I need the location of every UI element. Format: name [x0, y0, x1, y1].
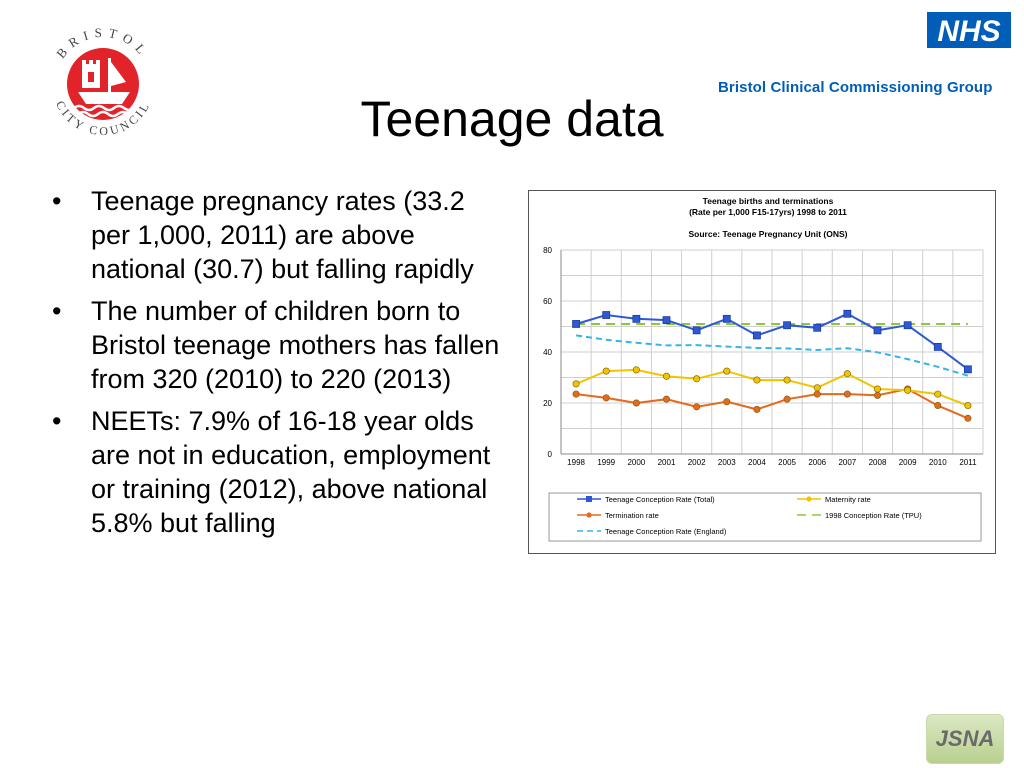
- data-point-marker: [572, 390, 580, 398]
- data-point-marker: [753, 376, 761, 384]
- bullet-glyph: •: [52, 406, 62, 436]
- series-line: [575, 368, 969, 407]
- x-tick-label: 2003: [718, 458, 736, 467]
- legend-label: Termination rate: [605, 511, 659, 520]
- bullet-text: Teenage pregnancy rates (33.2 per 1,000,…: [91, 186, 474, 284]
- data-point-marker: [602, 311, 611, 319]
- bullet-item: • NEETs: 7.9% of 16-18 year olds are not…: [50, 404, 510, 540]
- legend-label: Maternity rate: [825, 495, 871, 504]
- jsna-logo: JSNA: [926, 714, 1004, 764]
- x-tick-label: 2008: [869, 458, 887, 467]
- data-point-marker: [663, 372, 671, 380]
- legend-marker: [586, 496, 592, 502]
- bullet-list: • Teenage pregnancy rates (33.2 per 1,00…: [50, 184, 510, 548]
- legend-marker: [586, 512, 592, 518]
- data-point-marker: [964, 365, 972, 374]
- data-point-marker: [693, 375, 701, 383]
- data-point-marker: [723, 367, 731, 375]
- data-point-marker: [632, 399, 640, 407]
- data-point-marker: [753, 331, 761, 340]
- bullet-item: • The number of children born to Bristol…: [50, 294, 510, 396]
- legend-label: Teenage Conception Rate (England): [605, 527, 727, 536]
- data-point-marker: [934, 390, 942, 398]
- x-tick-label: 2010: [929, 458, 947, 467]
- y-tick-label: 0: [548, 450, 553, 459]
- data-point-marker: [933, 342, 942, 351]
- data-point-marker: [663, 395, 671, 403]
- bullet-text: NEETs: 7.9% of 16-18 year olds are not i…: [91, 406, 491, 538]
- data-point-marker: [572, 380, 580, 388]
- data-point-marker: [843, 370, 851, 378]
- x-tick-label: 2006: [808, 458, 826, 467]
- bullet-glyph: •: [52, 186, 62, 216]
- chart-axes: 0 20 40 60 80 1998 1999 2000 2001 2002 2003 2004 200…: [543, 246, 983, 467]
- data-point-marker: [783, 321, 791, 330]
- data-point-marker: [964, 402, 972, 410]
- data-point-marker: [692, 326, 701, 335]
- x-tick-label: 2002: [688, 458, 706, 467]
- chart-legend: Teenage Conception Rate (Total) Maternity…: [548, 492, 982, 542]
- chart-source: Source: Teenage Pregnancy Unit (ONS): [688, 229, 847, 239]
- chart-gridlines: [560, 249, 984, 455]
- x-tick-label: 1998: [567, 458, 585, 467]
- y-tick-label: 40: [543, 348, 552, 357]
- data-point-marker: [843, 390, 851, 398]
- data-point-marker: [662, 316, 671, 325]
- data-point-marker: [723, 398, 731, 406]
- nhs-logo: NHS: [927, 12, 1011, 48]
- series-line: [575, 312, 969, 371]
- bristol-city-council-logo: BRISTOL CITY COUNCIL: [53, 25, 150, 138]
- chart-title: Teenage births and terminations: [703, 196, 834, 206]
- data-point-marker: [934, 402, 942, 410]
- data-point-marker: [753, 405, 761, 413]
- legend-label: Teenage Conception Rate (Total): [605, 495, 715, 504]
- x-tick-label: 2000: [627, 458, 645, 467]
- x-tick-label: 2009: [899, 458, 917, 467]
- data-point-marker: [843, 309, 852, 318]
- data-point-marker: [693, 403, 701, 411]
- legend-marker: [806, 496, 812, 502]
- chart-series: [572, 309, 972, 422]
- data-point-marker: [813, 323, 822, 332]
- x-tick-label: 2005: [778, 458, 796, 467]
- data-point-marker: [632, 314, 641, 323]
- y-tick-label: 60: [543, 297, 552, 306]
- slide-title: Teenage data: [360, 91, 664, 147]
- chart-subtitle: (Rate per 1,000 F15-17yrs) 1998 to 2011: [689, 207, 847, 217]
- data-point-marker: [904, 386, 912, 394]
- y-tick-label: 80: [543, 246, 552, 255]
- data-point-marker: [572, 320, 580, 328]
- x-tick-label: 1999: [597, 458, 615, 467]
- data-point-marker: [964, 414, 972, 422]
- x-tick-label: 2001: [658, 458, 676, 467]
- bullet-text: The number of children born to Bristol t…: [91, 296, 500, 394]
- x-tick-label: 2011: [959, 458, 977, 467]
- data-point-marker: [873, 385, 881, 393]
- data-point-marker: [873, 391, 881, 399]
- line-chart: Teenage births and terminations (Rate pe…: [543, 196, 984, 542]
- data-point-marker: [783, 395, 791, 403]
- legend-label: 1998 Conception Rate (TPU): [825, 511, 922, 520]
- legend-box: [548, 492, 982, 542]
- data-point-marker: [602, 394, 610, 402]
- data-point-marker: [813, 384, 821, 392]
- bullet-glyph: •: [52, 296, 62, 326]
- series-line: [575, 334, 969, 377]
- x-tick-label: 2004: [748, 458, 766, 467]
- data-point-marker: [632, 366, 640, 374]
- data-point-marker: [903, 321, 912, 330]
- data-point-marker: [602, 367, 610, 375]
- x-tick-label: 2007: [838, 458, 856, 467]
- bullet-item: • Teenage pregnancy rates (33.2 per 1,00…: [50, 184, 510, 286]
- data-point-marker: [783, 376, 791, 384]
- ccg-name: Bristol Clinical Commissioning Group: [718, 79, 993, 96]
- data-point-marker: [873, 326, 882, 335]
- data-point-marker: [722, 314, 731, 323]
- y-tick-label: 20: [543, 399, 552, 408]
- chart-container: Teenage births and terminations (Rate pe…: [528, 190, 996, 554]
- data-point-marker: [813, 390, 821, 398]
- svg-text:NHS: NHS: [937, 15, 1000, 48]
